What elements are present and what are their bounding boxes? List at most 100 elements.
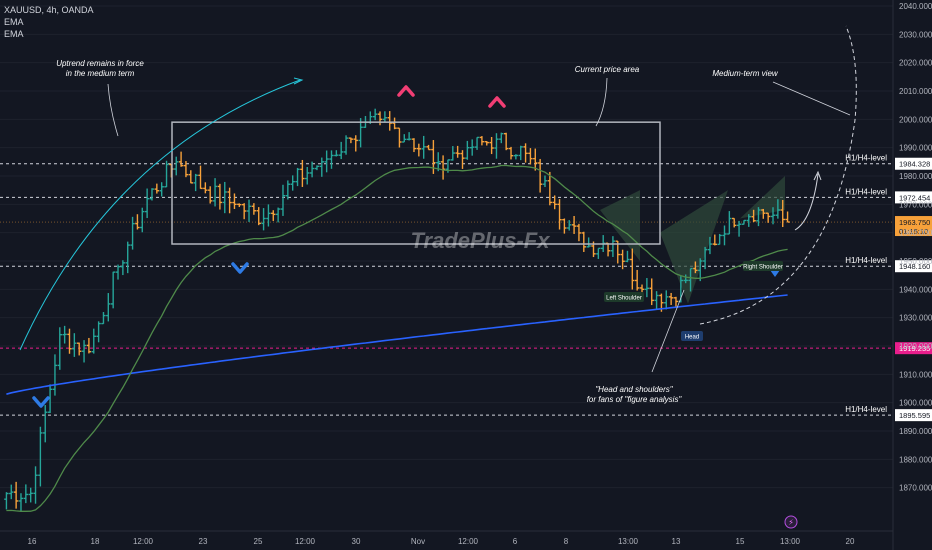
pink-level-text: 1919.235: [899, 344, 930, 353]
level-price-text: 1972.454: [899, 193, 930, 202]
time-tick-label: 12:00: [458, 537, 479, 546]
time-axis: 16 18 12:00 23 25 12:00 30 Nov 12:00 6 8 13:00 13 15 1…: [0, 530, 893, 546]
price-tick-label: 2030.000: [899, 30, 932, 39]
level-label: H1/H4-level: [845, 256, 887, 265]
lightning-icon[interactable]: [784, 515, 798, 529]
candle: [232, 193, 237, 210]
candle: [649, 278, 654, 306]
candle: [101, 312, 106, 325]
candle: [275, 207, 281, 223]
candle: [765, 212, 771, 223]
head-fill: [660, 190, 728, 304]
ema-legend-1[interactable]: EMA: [4, 17, 24, 27]
level-label: H1/H4-level: [845, 187, 887, 196]
drawings: [19, 25, 857, 408]
candle: [120, 260, 126, 276]
candle: [295, 167, 300, 187]
price-axis: 2040.000 2030.000 2020.000 2010.000 2000.000…: [892, 0, 932, 550]
candle: [358, 118, 363, 148]
candle: [33, 466, 38, 504]
level-label: H1/H4-level: [845, 405, 887, 414]
candle: [4, 492, 9, 510]
head-badge: [681, 331, 703, 341]
candle: [164, 160, 169, 188]
candle: [586, 237, 591, 248]
candle: [683, 274, 688, 284]
right-shoulder-fill: [740, 176, 785, 219]
candle: [426, 144, 431, 151]
candle: [727, 211, 732, 235]
ema-fast-line: [6, 164, 788, 512]
time-tick-label: 13:00: [618, 537, 639, 546]
candle: [664, 290, 669, 310]
candle: [290, 175, 295, 191]
candle: [552, 195, 557, 210]
hs-note-2: for fans of "figure analysis": [587, 395, 683, 404]
level-price-text: 1895.595: [899, 411, 930, 420]
uptrend-pointer: [107, 83, 119, 137]
candle: [557, 199, 562, 230]
candle: [668, 292, 674, 305]
candle: [644, 278, 650, 298]
candle: [736, 220, 742, 237]
candle: [499, 132, 504, 144]
candle: [198, 165, 203, 190]
candle: [581, 231, 586, 252]
candle: [610, 236, 616, 257]
candle: [785, 211, 790, 223]
candle: [513, 154, 519, 160]
candle: [81, 340, 87, 363]
uptrend-note-1: Uptrend remains in force: [56, 59, 144, 68]
top-marker-icon: [488, 96, 506, 108]
candle: [421, 135, 426, 159]
price-tick-label: 1970.000: [899, 200, 932, 209]
candle: [305, 166, 310, 185]
ema-slow-line: [6, 294, 788, 395]
candle: [86, 337, 92, 354]
time-tick-label: 6: [513, 537, 518, 546]
candle: [494, 133, 499, 159]
candle: [222, 181, 227, 214]
candle: [775, 199, 781, 219]
current-price-text: 1963.750: [899, 218, 930, 227]
level-price-text: 1984.328: [899, 160, 930, 169]
candle: [518, 145, 523, 161]
candle: [334, 150, 339, 157]
candle: [620, 249, 625, 270]
candle: [717, 233, 722, 246]
candle: [465, 140, 470, 160]
time-tick-label: 12:00: [295, 537, 316, 546]
uptrend-arrowhead: [293, 77, 304, 85]
grid: [0, 5, 893, 489]
candle: [135, 214, 140, 230]
candle: [300, 159, 305, 187]
candle: [780, 199, 785, 228]
price-tick-label: 1930.000: [899, 314, 932, 323]
candle: [174, 156, 179, 176]
candle: [159, 182, 164, 197]
candle: [722, 225, 727, 246]
price-tick-label: 1990.000: [899, 144, 932, 153]
candle: [96, 321, 101, 343]
candle: [251, 203, 257, 215]
candle: [62, 325, 67, 344]
candle: [28, 487, 33, 503]
uptrend-curve: [19, 79, 301, 351]
candle: [246, 199, 252, 222]
candle: [23, 484, 29, 504]
candle: [57, 327, 62, 370]
candle: [537, 158, 543, 193]
time-tick-label: 12:00: [133, 537, 154, 546]
candle: [440, 155, 446, 180]
candle: [382, 111, 388, 122]
forecast-curve: [699, 25, 857, 325]
right-shoulder-label: Right Shoulder: [743, 265, 783, 271]
time-tick-label: Nov: [411, 537, 425, 546]
ema-legend-2[interactable]: EMA: [4, 29, 24, 39]
left-shoulder-label: Left Shoulder: [606, 296, 642, 302]
candle: [285, 180, 291, 200]
level-price-tag: [895, 157, 932, 170]
candle: [91, 328, 96, 354]
